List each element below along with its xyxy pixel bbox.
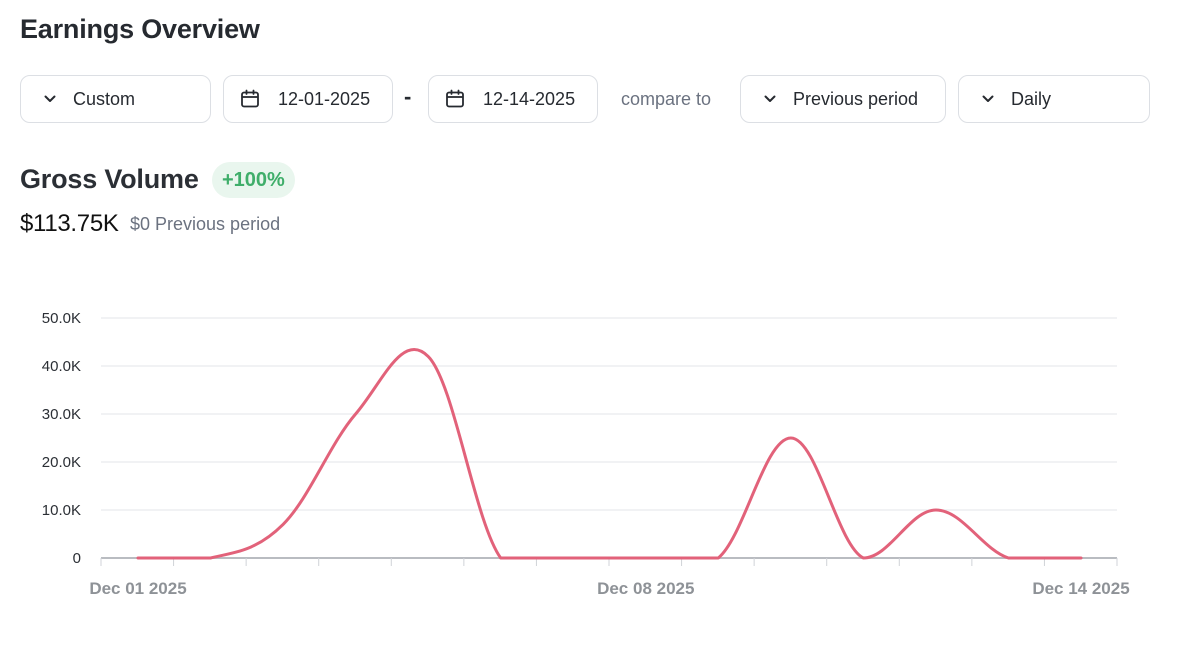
gross-volume-series-line — [136, 348, 1083, 560]
calendar-icon — [240, 89, 260, 109]
calendar-icon — [445, 89, 465, 109]
compare-label: compare to — [621, 89, 712, 109]
granularity-dropdown[interactable]: Daily — [958, 75, 1150, 123]
y-tick-label: 10.0K — [42, 502, 81, 519]
y-tick-label: 20.0K — [42, 454, 81, 471]
compare-period-dropdown[interactable]: Previous period — [740, 75, 946, 123]
metric-title: Gross Volume — [20, 164, 199, 194]
y-tick-label: 40.0K — [42, 358, 81, 375]
x-tick-label: Dec 01 2025 — [89, 579, 186, 598]
range-preset-dropdown[interactable]: Custom — [20, 75, 211, 123]
compare-period-label: Previous period — [793, 88, 919, 109]
y-tick-label: 50.0K — [42, 310, 81, 327]
x-tick-label: Dec 08 2025 — [597, 579, 694, 598]
change-badge: +100% — [212, 162, 295, 198]
previous-period-value: $0 Previous period — [130, 214, 281, 234]
chevron-down-icon — [981, 92, 995, 106]
x-tick-label: Dec 14 2025 — [1032, 579, 1129, 598]
metric-total: $113.75K — [20, 210, 119, 237]
y-tick-label: 30.0K — [42, 406, 81, 423]
start-date-value: 12-01-2025 — [278, 88, 371, 109]
range-preset-label: Custom — [73, 88, 136, 109]
end-date-value: 12-14-2025 — [483, 88, 576, 109]
chevron-down-icon — [43, 92, 57, 106]
start-date-field[interactable]: 12-01-2025 — [223, 75, 393, 123]
chevron-down-icon — [763, 92, 777, 106]
page-title: Earnings Overview — [20, 14, 260, 44]
end-date-field[interactable]: 12-14-2025 — [428, 75, 598, 123]
y-tick-label: 0 — [73, 550, 81, 567]
granularity-label: Daily — [1011, 88, 1052, 109]
date-range-separator: - — [404, 84, 412, 109]
